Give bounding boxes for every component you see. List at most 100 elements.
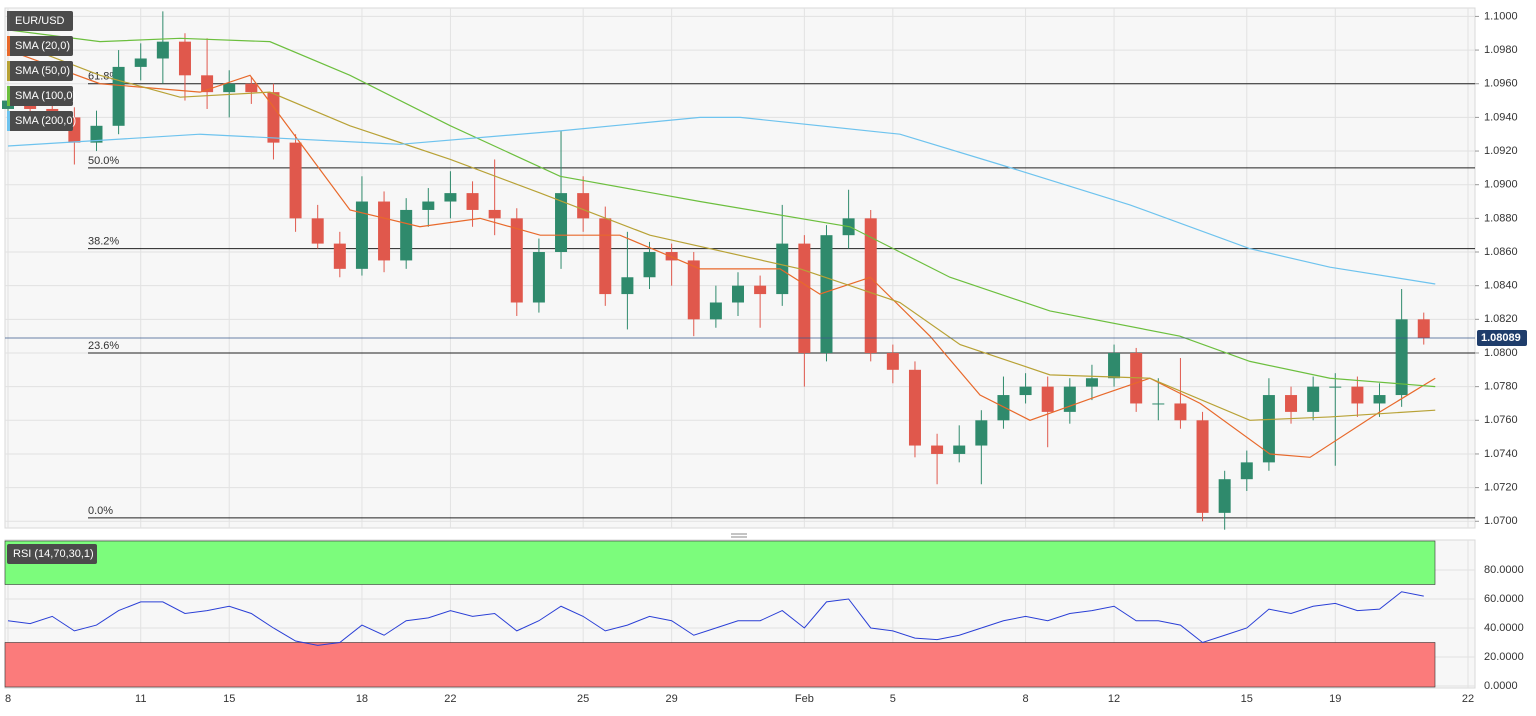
y-tick-label: 1.0760 [1484,414,1518,426]
legend: RSI (14,70,30,1) [7,544,97,564]
sma-line [7,49,1436,458]
sma-line [7,29,1436,388]
candle-body [798,243,811,353]
y-tick-label: 1.0960 [1484,78,1518,90]
candle-body [599,218,612,295]
candle-body [1285,395,1298,412]
y-tick-label: 80.0000 [1484,564,1524,576]
y-tick-label: 1.0880 [1484,212,1518,224]
y-tick-label: 1.0860 [1484,246,1518,258]
candle-body [532,252,545,303]
legend-swatch [7,11,10,31]
candle-body [466,193,479,210]
legend-label: EUR/USD [15,15,65,27]
legend-box [7,11,73,31]
overbought-zone [4,540,1436,585]
candle-body [820,235,833,353]
candle-body [908,369,921,446]
candle-body [1262,395,1275,463]
candle-body [577,193,590,219]
x-tick-label: Feb [795,693,814,705]
candle-body [1307,386,1320,412]
y-tick-label: 1.0940 [1484,111,1518,123]
legend-swatch [7,61,10,81]
candle-body [931,445,944,454]
x-tick-label: 25 [577,693,589,705]
x-tick-label: 15 [1241,693,1253,705]
x-tick-label: 5 [890,693,896,705]
candle-body [555,193,568,253]
legend-swatch [7,36,10,56]
candle-body [1196,420,1209,513]
x-tick-label: 12 [1108,693,1120,705]
candle-body [732,285,744,303]
candle-body [665,252,678,261]
candle-body [267,92,280,143]
fib-label: 0.0% [88,505,113,517]
candle-body [245,83,258,93]
legend-box [7,544,97,564]
x-tick-label: 22 [444,693,456,705]
x-tick-label: 11 [135,693,146,705]
fib-label: 38.2% [88,236,119,248]
candle-body [444,193,457,202]
x-tick-label: 15 [223,693,235,705]
y-tick-label: 40.0000 [1484,622,1524,634]
candle-body [1152,403,1165,405]
candle-body [864,218,877,353]
x-tick-label: 8 [5,693,11,705]
y-tick-label: 1.0740 [1484,448,1518,460]
y-tick-label: 1.0800 [1484,347,1518,359]
y-tick-label: 0.0000 [1484,680,1518,692]
candle-body [1041,386,1054,412]
x-tick-label: 8 [1023,693,1029,705]
candle-body [687,260,700,320]
candle-body [201,75,214,93]
legend-box [7,36,73,56]
legend-box [7,111,73,131]
x-tick-label: 22 [1462,693,1474,705]
layers: 61.8%50.0%38.2%23.6%0.0%1.08089 [2,11,1527,688]
x-tick-label: 18 [356,693,368,705]
y-tick-label: 1.0920 [1484,145,1518,157]
legend-label: SMA (20,0) [15,40,70,52]
y-tick-label: 20.0000 [1484,651,1524,663]
candle-body [953,445,966,454]
candle-body [886,352,899,370]
legend-label: SMA (100,0) [15,90,76,102]
last-price-label: 1.08089 [1481,332,1521,344]
candle-body [1218,479,1231,513]
candle-body [1019,386,1032,396]
legend-box [7,86,73,106]
candle-body [422,201,435,210]
y-tick-label: 1.0780 [1484,381,1518,393]
candle-body [997,395,1010,421]
y-tick-label: 1.0900 [1484,179,1518,191]
fib-label: 23.6% [88,340,119,352]
rsi-line [7,591,1424,646]
y-tick-label: 60.0000 [1484,593,1524,605]
candle-body [1108,352,1121,379]
candle-body [1329,386,1342,388]
candle-body [355,201,368,269]
candle-body [1174,403,1187,421]
candle-body [400,209,413,261]
y-tick-label: 1.0720 [1484,482,1518,494]
candle-body [754,285,767,295]
legend-swatch [7,86,10,106]
y-tick-label: 1.0980 [1484,44,1518,56]
candle-body [1240,462,1253,480]
legend-label: RSI (14,70,30,1) [13,548,94,560]
candle-body [289,142,302,219]
candle-body [1373,395,1386,404]
candle-body [975,420,988,446]
candle-body [621,277,634,295]
legend-box [7,61,73,81]
candle-body [776,243,789,295]
y-tick-label: 1.0700 [1484,515,1518,527]
fib-label: 50.0% [88,155,119,167]
candle-body [178,41,191,76]
candle-body [223,83,236,93]
